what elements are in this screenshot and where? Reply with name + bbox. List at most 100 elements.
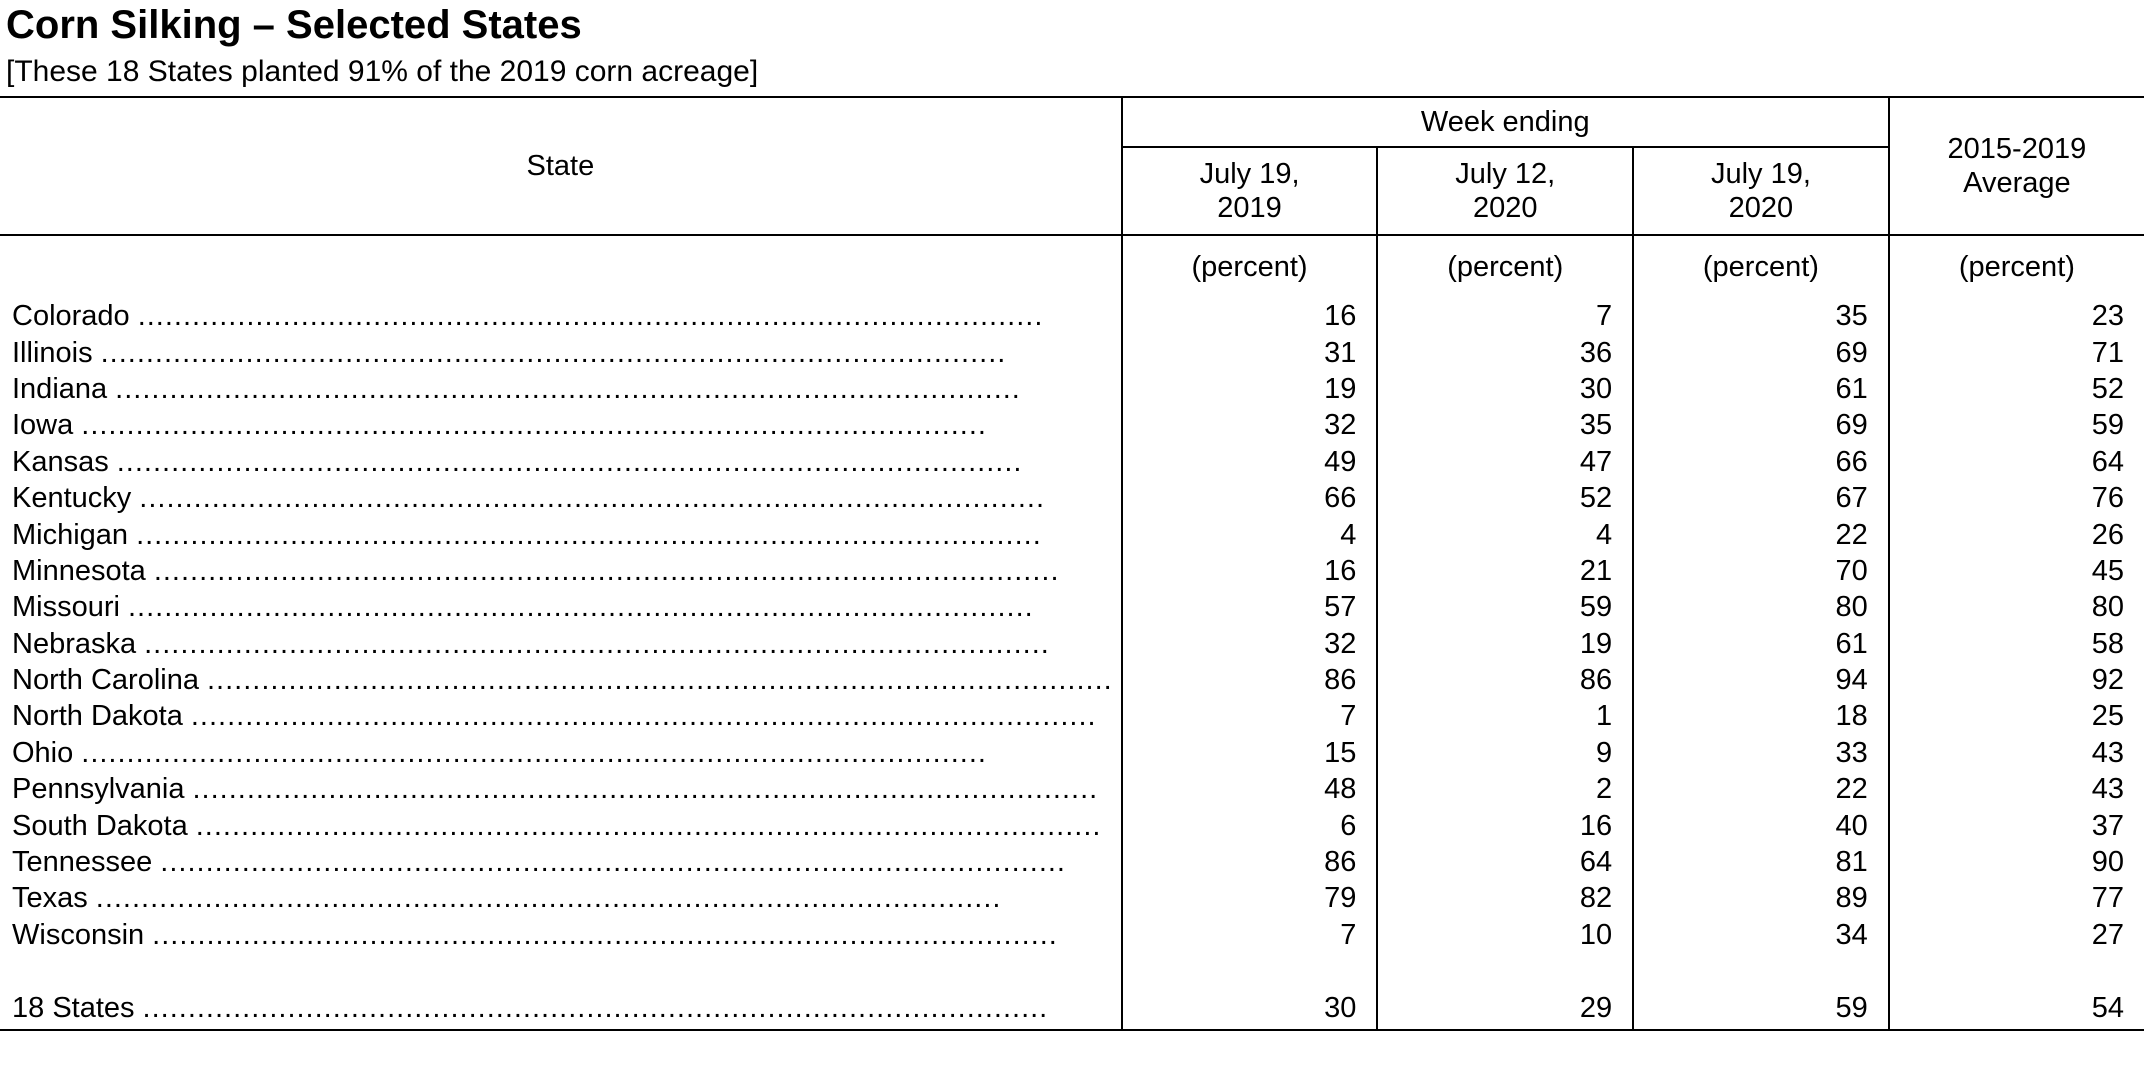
dot-leader <box>191 699 1113 733</box>
value-cell: 69 <box>1633 407 1890 444</box>
spacer-cell <box>1889 953 2144 987</box>
dot-leader <box>138 299 1113 333</box>
value-cell: 94 <box>1633 661 1890 699</box>
unit-row: (percent) (percent) (percent) (percent) <box>0 235 2144 298</box>
value-cell: 34 <box>1633 916 1890 954</box>
state-name: South Dakota <box>12 809 188 842</box>
state-cell: Michigan <box>0 516 1123 553</box>
value-cell: 16 <box>1377 807 1635 844</box>
value-cell: 9 <box>1377 734 1635 772</box>
state-name: 18 States <box>12 992 135 1025</box>
state-cell: Nebraska <box>0 625 1123 662</box>
dot-leader <box>207 663 1113 697</box>
dot-leader <box>160 845 1112 879</box>
value-cell: 86 <box>1121 661 1379 699</box>
state-cell: North Dakota <box>0 698 1123 735</box>
value-cell: 57 <box>1121 589 1379 626</box>
state-name: Michigan <box>12 518 129 551</box>
value-cell: 43 <box>2091 736 2124 769</box>
value-cell: 26 <box>2091 518 2124 551</box>
state-cell: Kentucky <box>0 479 1123 517</box>
dot-leader <box>117 445 1113 479</box>
dot-leader <box>81 736 1112 770</box>
dot-leader <box>193 772 1113 806</box>
value-cell: 31 <box>1121 334 1379 371</box>
value-cell: 10 <box>1377 916 1635 954</box>
value-cell: 36 <box>1377 334 1635 371</box>
value-cell: 69 <box>1633 334 1890 371</box>
state-cell: Kansas <box>0 443 1123 480</box>
dot-leader <box>96 881 1113 915</box>
state-cell: Minnesota <box>0 552 1123 590</box>
unit-cell: (percent) <box>1633 235 1890 298</box>
state-cell: Colorado <box>0 298 1123 335</box>
spacer-cell <box>1633 953 1890 988</box>
dot-leader <box>143 991 1113 1025</box>
state-cell: Texas <box>0 880 1123 917</box>
value-cell: 52 <box>1377 479 1635 517</box>
value-cell: 54 <box>2091 992 2124 1025</box>
value-cell: 86 <box>1121 843 1379 881</box>
state-name: Illinois <box>12 336 93 369</box>
value-cell: 15 <box>1121 734 1379 772</box>
page-subtitle: [These 18 States planted 91% of the 2019… <box>6 55 759 88</box>
column-header-jul19-2020: July 19, 2020 <box>1633 147 1890 236</box>
value-cell: 86 <box>1377 661 1635 699</box>
state-cell: Tennessee <box>0 843 1123 881</box>
value-cell: 45 <box>2091 554 2124 587</box>
value-cell: 19 <box>1377 625 1635 662</box>
state-name: Kentucky <box>12 482 132 515</box>
state-name: North Dakota <box>12 700 183 733</box>
state-name: Tennessee <box>12 846 153 879</box>
value-cell: 59 <box>1377 589 1635 626</box>
value-cell: 49 <box>1121 443 1379 480</box>
state-name: Minnesota <box>12 554 146 587</box>
value-cell: 80 <box>2091 591 2124 624</box>
value-cell: 47 <box>1377 443 1635 480</box>
value-cell: 4 <box>1377 516 1635 553</box>
dot-leader <box>152 918 1113 952</box>
value-cell: 7 <box>1121 698 1379 735</box>
value-cell: 6 <box>1121 807 1379 844</box>
value-cell: 79 <box>1121 880 1379 917</box>
value-cell: 33 <box>1633 734 1890 772</box>
value-cell: 82 <box>1377 880 1635 917</box>
state-cell: Illinois <box>0 334 1123 371</box>
value-cell: 61 <box>1633 370 1890 408</box>
state-cell: North Carolina <box>0 661 1123 699</box>
value-cell: 70 <box>1633 552 1890 590</box>
value-cell: 7 <box>1377 298 1635 335</box>
state-cell: Wisconsin <box>0 916 1123 954</box>
value-cell: 32 <box>1121 407 1379 444</box>
unit-cell: (percent) <box>1377 235 1635 298</box>
spacer-cell <box>1121 953 1379 988</box>
value-cell: 2 <box>1377 771 1635 808</box>
dot-leader <box>128 590 1113 624</box>
column-header-line2: 2019 <box>1217 192 1282 224</box>
value-cell: 37 <box>2091 809 2124 842</box>
value-cell: 22 <box>1633 771 1890 808</box>
spacer-cell <box>1377 953 1635 988</box>
value-cell: 80 <box>1633 589 1890 626</box>
state-name: Pennsylvania <box>12 773 185 806</box>
state-name: Texas <box>12 882 88 915</box>
state-name: Indiana <box>12 372 108 405</box>
value-cell: 29 <box>1377 987 1635 1031</box>
value-cell: 92 <box>2091 664 2124 697</box>
column-header-line1: July 19, <box>1710 158 1811 190</box>
value-cell: 40 <box>1633 807 1890 844</box>
unit-cell: (percent) <box>1121 235 1379 298</box>
average-header-line1: 2015-2019 <box>1947 133 2087 165</box>
value-cell: 7 <box>1121 916 1379 954</box>
state-name: Kansas <box>12 445 109 478</box>
table-row: Pennsylvania4822243 <box>0 771 2144 808</box>
value-cell: 61 <box>1633 625 1890 662</box>
